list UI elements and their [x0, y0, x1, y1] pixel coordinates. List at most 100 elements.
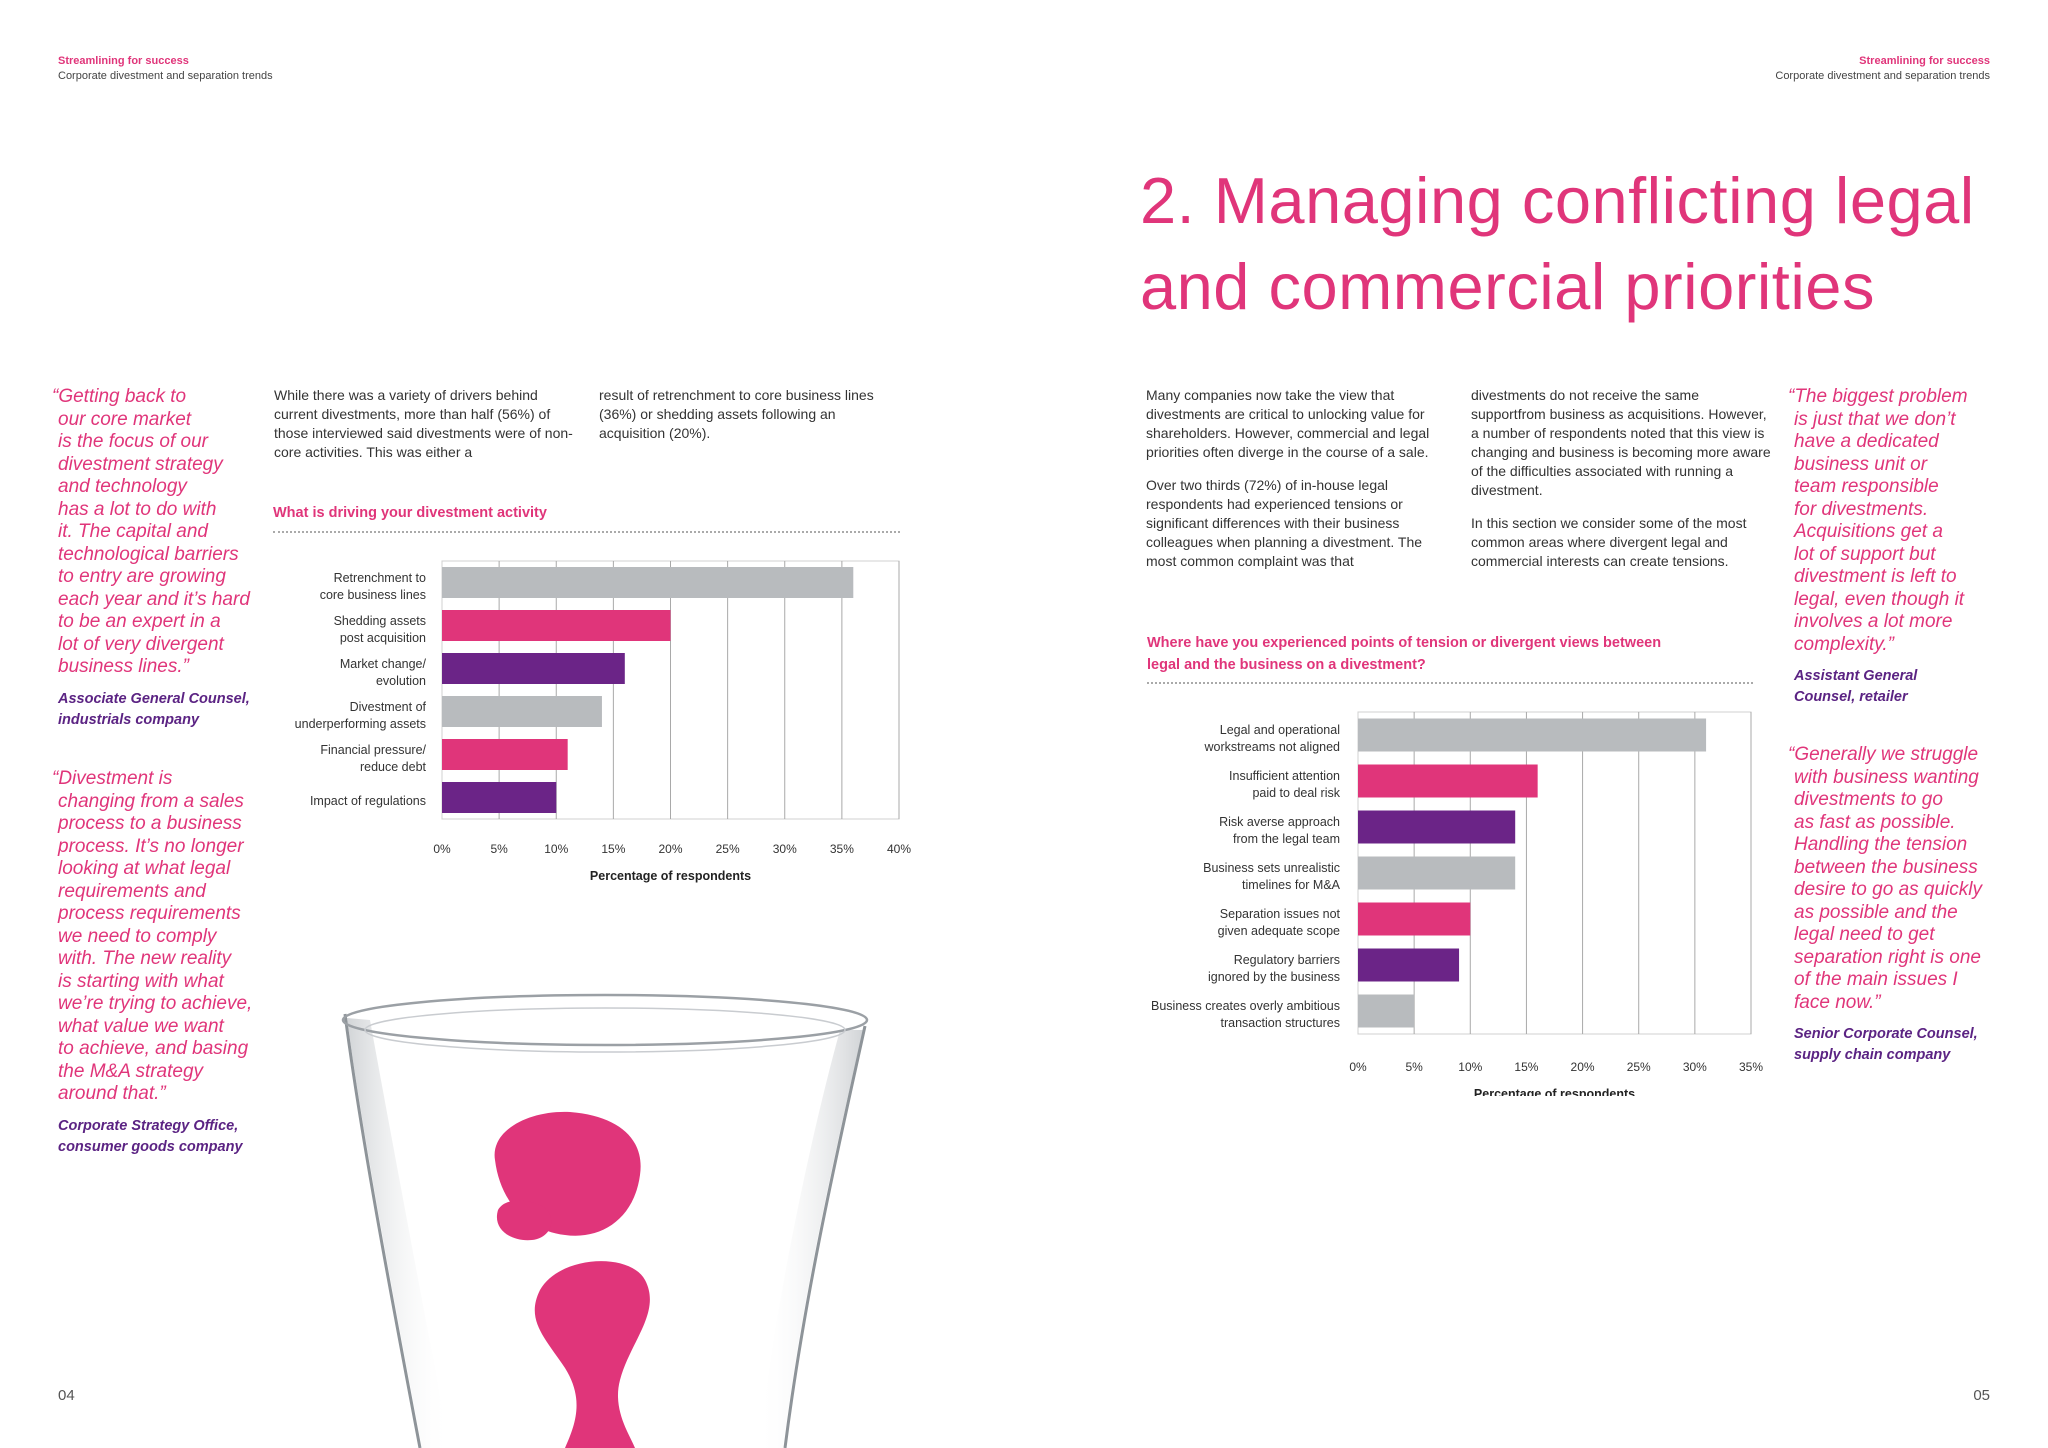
quote-line: “Divestment is [52, 768, 173, 789]
quote-line: have a dedicated [1794, 431, 1939, 452]
header-title: Streamlining for success [1859, 55, 1990, 67]
x-tick-label: 0% [433, 842, 451, 856]
x-tick-label: 5% [1405, 1060, 1423, 1074]
category-label-line: paid to deal risk [1252, 786, 1340, 800]
x-tick-label: 35% [830, 842, 854, 856]
x-axis-label: Percentage of respondents [590, 869, 751, 883]
header-subtitle: Corporate divestment and separation tren… [58, 70, 273, 82]
body-column-1: Many companies now take the view that di… [1146, 386, 1454, 571]
bar [1358, 902, 1471, 936]
category-label-line: core business lines [319, 587, 426, 602]
x-axis-label: Percentage of respondents [1474, 1087, 1635, 1096]
category-label-line: Retrenchment to [333, 570, 426, 585]
bar [442, 696, 602, 727]
quote-line: is the focus of our [58, 431, 208, 452]
category-label-line: post acquisition [339, 630, 426, 645]
category-label-line: workstreams not aligned [1204, 740, 1340, 754]
quote-text: “The biggest problem is just that we don’… [1788, 386, 2018, 656]
attribution-line: Assistant General [1794, 668, 1918, 684]
quote-line: we’re trying to achieve, [58, 993, 253, 1014]
quote-line: legal need to get [1794, 924, 1935, 945]
quote-line: as fast as possible. [1794, 811, 1956, 833]
quote-attribution: Assistant General Counsel, retailer [1788, 666, 2018, 708]
bar [442, 653, 625, 684]
section-title: 2. Managing conflicting legal and commer… [1140, 158, 1975, 330]
quote-text: “Getting back to our core market is the fo… [52, 386, 272, 679]
category-label-line: Risk averse approach [1219, 815, 1340, 829]
quote-line: team responsible [1794, 476, 1939, 497]
category-label: Financial pressure/reduce debt [200, 742, 426, 776]
bar [1358, 994, 1415, 1028]
quote-line: face now.” [1794, 991, 1881, 1013]
page-number-left: 04 [58, 1387, 75, 1404]
paragraph: divestments do not receive the same supp… [1471, 387, 1771, 498]
attribution-line: consumer goods company [58, 1138, 243, 1155]
pull-quote-left-2: “Divestment is changing from a sales proce… [52, 768, 272, 1158]
chart-title-line: legal and the business on a divestment? [1147, 657, 1426, 673]
quote-line: has a lot to do with [58, 498, 217, 520]
category-label-line: ignored by the business [1207, 970, 1340, 984]
quote-line: to be an expert in a [58, 611, 221, 632]
bar [1358, 764, 1538, 798]
quote-line: is just that we don’t [1794, 408, 1956, 430]
section-title-line: 2. Managing conflicting legal [1140, 164, 1975, 237]
category-label-line: Business sets unrealistic [1203, 861, 1340, 875]
bar [1358, 810, 1516, 844]
quote-text: “Generally we struggle with business want… [1788, 744, 2028, 1014]
quote-line: complexity.” [1794, 633, 1894, 655]
body-column-2: divestments do not receive the same supp… [1471, 386, 1771, 571]
bar [442, 567, 854, 598]
category-label-line: Shedding assets [333, 613, 426, 628]
category-label-line: reduce debt [359, 759, 426, 774]
x-tick-label: 20% [658, 842, 682, 856]
attribution-line: Counsel, retailer [1794, 689, 1908, 705]
running-header-right: Streamlining for success Corporate dives… [1775, 55, 1990, 82]
quote-line: for divestments. [1794, 498, 1929, 520]
category-label: Risk averse approach from the legal team [1100, 814, 1340, 848]
quote-line: is starting with what [58, 970, 224, 992]
category-label-line: Separation issues not [1219, 907, 1340, 921]
quote-line: with business wanting [1794, 766, 1979, 788]
tension-points-chart: 0% 5% 10% 15% 20% 25% 30% 35% Percentage of resp… [1349, 711, 1763, 1096]
divestment-drivers-chart: 0% 5% 10% 15% 20% 25% 30% 35% 40% Percentage of r… [433, 560, 911, 883]
category-label: Separation issues not given adequate scop… [1100, 906, 1340, 940]
chart-title: What is driving your divestment activity [273, 505, 547, 521]
running-header-left: Streamlining for success Corporate dives… [58, 55, 273, 82]
x-tick-label: 40% [887, 842, 911, 856]
quote-line: of the main issues I [1794, 969, 1958, 990]
quote-line: looking at what legal [58, 858, 231, 879]
paragraph: Many companies now take the view that di… [1146, 387, 1430, 460]
x-tick-label: 25% [1627, 1060, 1651, 1074]
category-label-line: underperforming assets [294, 716, 426, 731]
attribution-line: industrials company [58, 711, 200, 728]
x-tick-label: 10% [544, 842, 568, 856]
quote-line: the M&A strategy [58, 1060, 204, 1082]
x-tick-label: 35% [1739, 1060, 1763, 1074]
paragraph: In this section we consider some of the … [1471, 515, 1747, 569]
quote-line: legal, even though it [1794, 588, 1965, 610]
bar [1358, 856, 1516, 890]
quote-line: as possible and the [1794, 901, 1958, 923]
quote-line: changing from a sales [58, 790, 244, 812]
quote-line: between the business [1794, 856, 1978, 878]
quote-attribution: Senior Corporate Counsel, supply chain c… [1788, 1024, 2028, 1066]
quote-line: each year and it’s hard [58, 588, 250, 610]
quote-line: lot of support but [1794, 543, 1936, 565]
category-label-line: Divestment of [349, 699, 426, 714]
paragraph: Over two thirds (72%) of in-house legal … [1146, 477, 1423, 569]
category-label-line: given adequate scope [1217, 924, 1340, 938]
quote-line: business unit or [1794, 453, 1928, 475]
category-label: Impact of regulations [200, 793, 426, 810]
category-label-line: Market change/ [339, 656, 426, 671]
quote-line: Handling the tension [1794, 834, 1968, 855]
divider [273, 531, 900, 533]
x-tick-label: 10% [1458, 1060, 1482, 1074]
page-number-right: 05 [1973, 1387, 1990, 1404]
attribution-line: Associate General Counsel, [58, 690, 250, 707]
pull-quote-right-2: “Generally we struggle with business want… [1788, 744, 2028, 1066]
category-label-line: Regulatory barriers [1233, 953, 1340, 967]
attribution-line: supply chain company [1794, 1047, 1951, 1063]
bar [442, 610, 671, 641]
quote-line: process requirements [58, 903, 241, 924]
x-tick-label: 25% [716, 842, 740, 856]
